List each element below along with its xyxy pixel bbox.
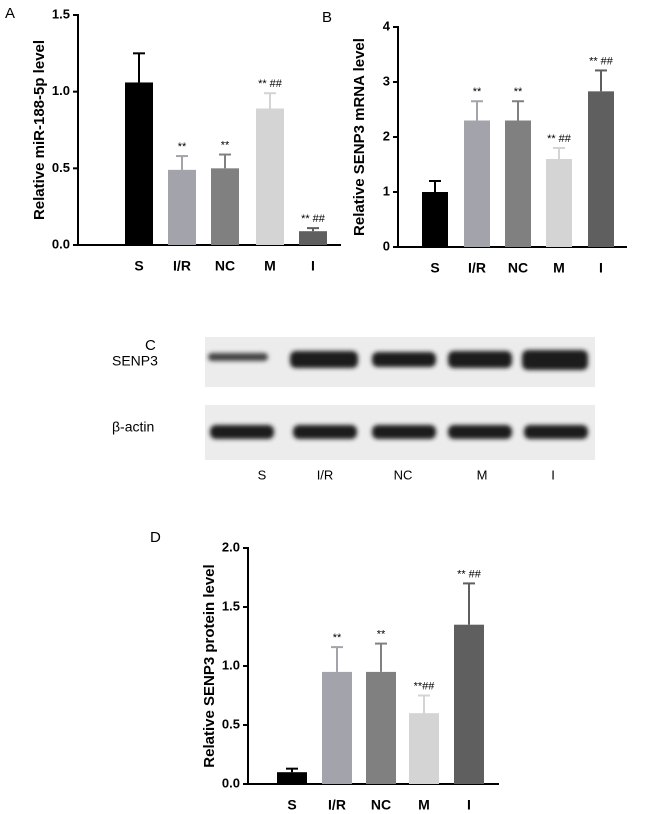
y-tick-label: 2.0 xyxy=(222,539,240,554)
blot-lane-label: I xyxy=(551,467,555,482)
bar xyxy=(211,168,239,245)
significance-label: ** ## xyxy=(301,213,326,225)
x-tick-label: I/R xyxy=(468,260,486,276)
x-tick-label: I xyxy=(467,797,471,813)
significance-label: ** xyxy=(473,86,482,98)
y-axis-label: Relative SENP3 mRNA level xyxy=(351,38,368,236)
x-tick-label: S xyxy=(134,258,143,274)
blot-lane-label: I/R xyxy=(317,467,334,482)
y-tick-label: 0.0 xyxy=(222,775,240,790)
significance-label: **## xyxy=(414,680,436,692)
significance-label: ** xyxy=(221,139,230,151)
blot-lane-label: S xyxy=(258,467,267,482)
significance-label: ** ## xyxy=(589,55,614,67)
bar xyxy=(546,159,572,247)
significance-label: ** ## xyxy=(258,78,283,90)
bar xyxy=(588,91,614,247)
y-tick-label: 2 xyxy=(383,128,390,143)
bar xyxy=(299,231,327,245)
significance-label: ** xyxy=(333,632,342,644)
y-tick-label: 0.5 xyxy=(52,160,70,175)
x-tick-label: S xyxy=(287,797,296,813)
y-tick-label: 3 xyxy=(383,73,390,88)
bar xyxy=(422,192,448,247)
bar xyxy=(366,671,396,784)
panel-label: C xyxy=(145,337,156,354)
bar xyxy=(256,108,284,246)
x-tick-label: NC xyxy=(371,797,391,813)
bar xyxy=(322,671,352,784)
x-tick-label: I xyxy=(311,258,315,274)
x-tick-label: S xyxy=(430,260,439,276)
y-tick-label: 0 xyxy=(383,238,390,253)
significance-label: ** ## xyxy=(547,133,572,145)
x-tick-label: M xyxy=(418,797,430,813)
y-tick-label: 0.0 xyxy=(52,236,70,251)
panel-label: A xyxy=(5,5,15,22)
bar xyxy=(409,713,439,784)
y-axis-label: Relative SENP3 protein level xyxy=(201,564,218,767)
y-tick-label: 4 xyxy=(383,18,391,33)
bar xyxy=(454,624,484,784)
blot-row-label: SENP3 xyxy=(112,353,158,369)
bar xyxy=(277,772,307,784)
bar xyxy=(125,82,153,245)
x-tick-label: I/R xyxy=(173,258,191,274)
y-axis-label: Relative miR-188-5p level xyxy=(31,40,48,220)
x-tick-label: NC xyxy=(508,260,528,276)
blot-lane-label: M xyxy=(477,467,488,482)
x-tick-label: NC xyxy=(215,258,235,274)
y-tick-label: 1 xyxy=(383,183,390,198)
panel-label: D xyxy=(150,529,161,546)
significance-label: ** xyxy=(514,86,523,98)
x-tick-label: M xyxy=(264,258,276,274)
x-tick-label: I xyxy=(599,260,603,276)
y-tick-label: 0.5 xyxy=(222,716,240,731)
x-tick-label: M xyxy=(553,260,565,276)
bar xyxy=(505,120,531,247)
significance-label: ** xyxy=(377,628,386,640)
bar xyxy=(168,169,196,245)
y-tick-label: 1.0 xyxy=(52,83,70,98)
bands xyxy=(208,350,588,439)
significance-label: ** ## xyxy=(457,568,482,580)
bar xyxy=(464,120,490,247)
y-tick-label: 1.5 xyxy=(52,6,70,21)
panel-label: B xyxy=(322,9,332,26)
blot-row-label: β-actin xyxy=(112,419,154,435)
western-blot xyxy=(205,337,595,460)
y-tick-label: 1.0 xyxy=(222,657,240,672)
significance-label: ** xyxy=(178,141,187,153)
x-tick-label: I/R xyxy=(328,797,346,813)
blot-lane-label: NC xyxy=(394,467,413,482)
y-tick-label: 1.5 xyxy=(222,598,240,613)
